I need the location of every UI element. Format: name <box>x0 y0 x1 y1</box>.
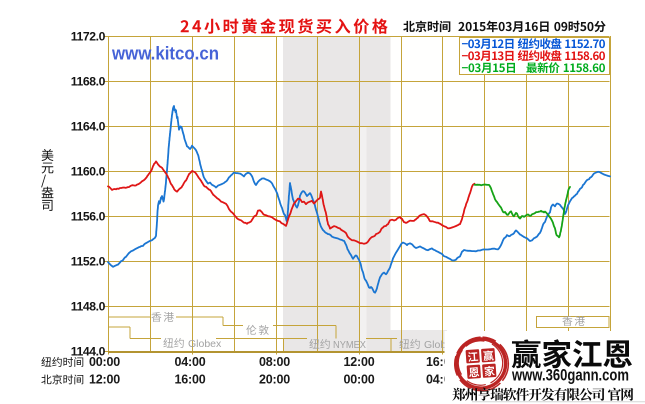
svg-text:Globex: Globex <box>188 338 222 350</box>
svg-text:20:00: 20:00 <box>259 373 290 387</box>
svg-text:1144.0: 1144.0 <box>71 345 106 359</box>
svg-text:12:00: 12:00 <box>89 373 120 387</box>
svg-text:08:00: 08:00 <box>259 355 290 369</box>
svg-text:www.kitco.cn: www.kitco.cn <box>111 44 219 64</box>
svg-text:00:00: 00:00 <box>344 373 375 387</box>
svg-text:1164.0: 1164.0 <box>71 120 106 134</box>
svg-text:1156.0: 1156.0 <box>71 210 106 224</box>
svg-text:12:00: 12:00 <box>344 355 375 369</box>
svg-text:www.360gann.com: www.360gann.com <box>511 367 629 385</box>
svg-text:04:00: 04:00 <box>175 355 206 369</box>
svg-text:1172.0: 1172.0 <box>71 30 106 44</box>
svg-text:00:00: 00:00 <box>89 355 120 369</box>
svg-text:1160.0: 1160.0 <box>71 165 106 179</box>
svg-text:1152.0: 1152.0 <box>71 255 106 269</box>
svg-text:1148.0: 1148.0 <box>71 300 106 314</box>
svg-text:NYMEX: NYMEX <box>333 340 366 351</box>
svg-text:16:00: 16:00 <box>175 373 206 387</box>
svg-text:1168.0: 1168.0 <box>71 75 106 89</box>
